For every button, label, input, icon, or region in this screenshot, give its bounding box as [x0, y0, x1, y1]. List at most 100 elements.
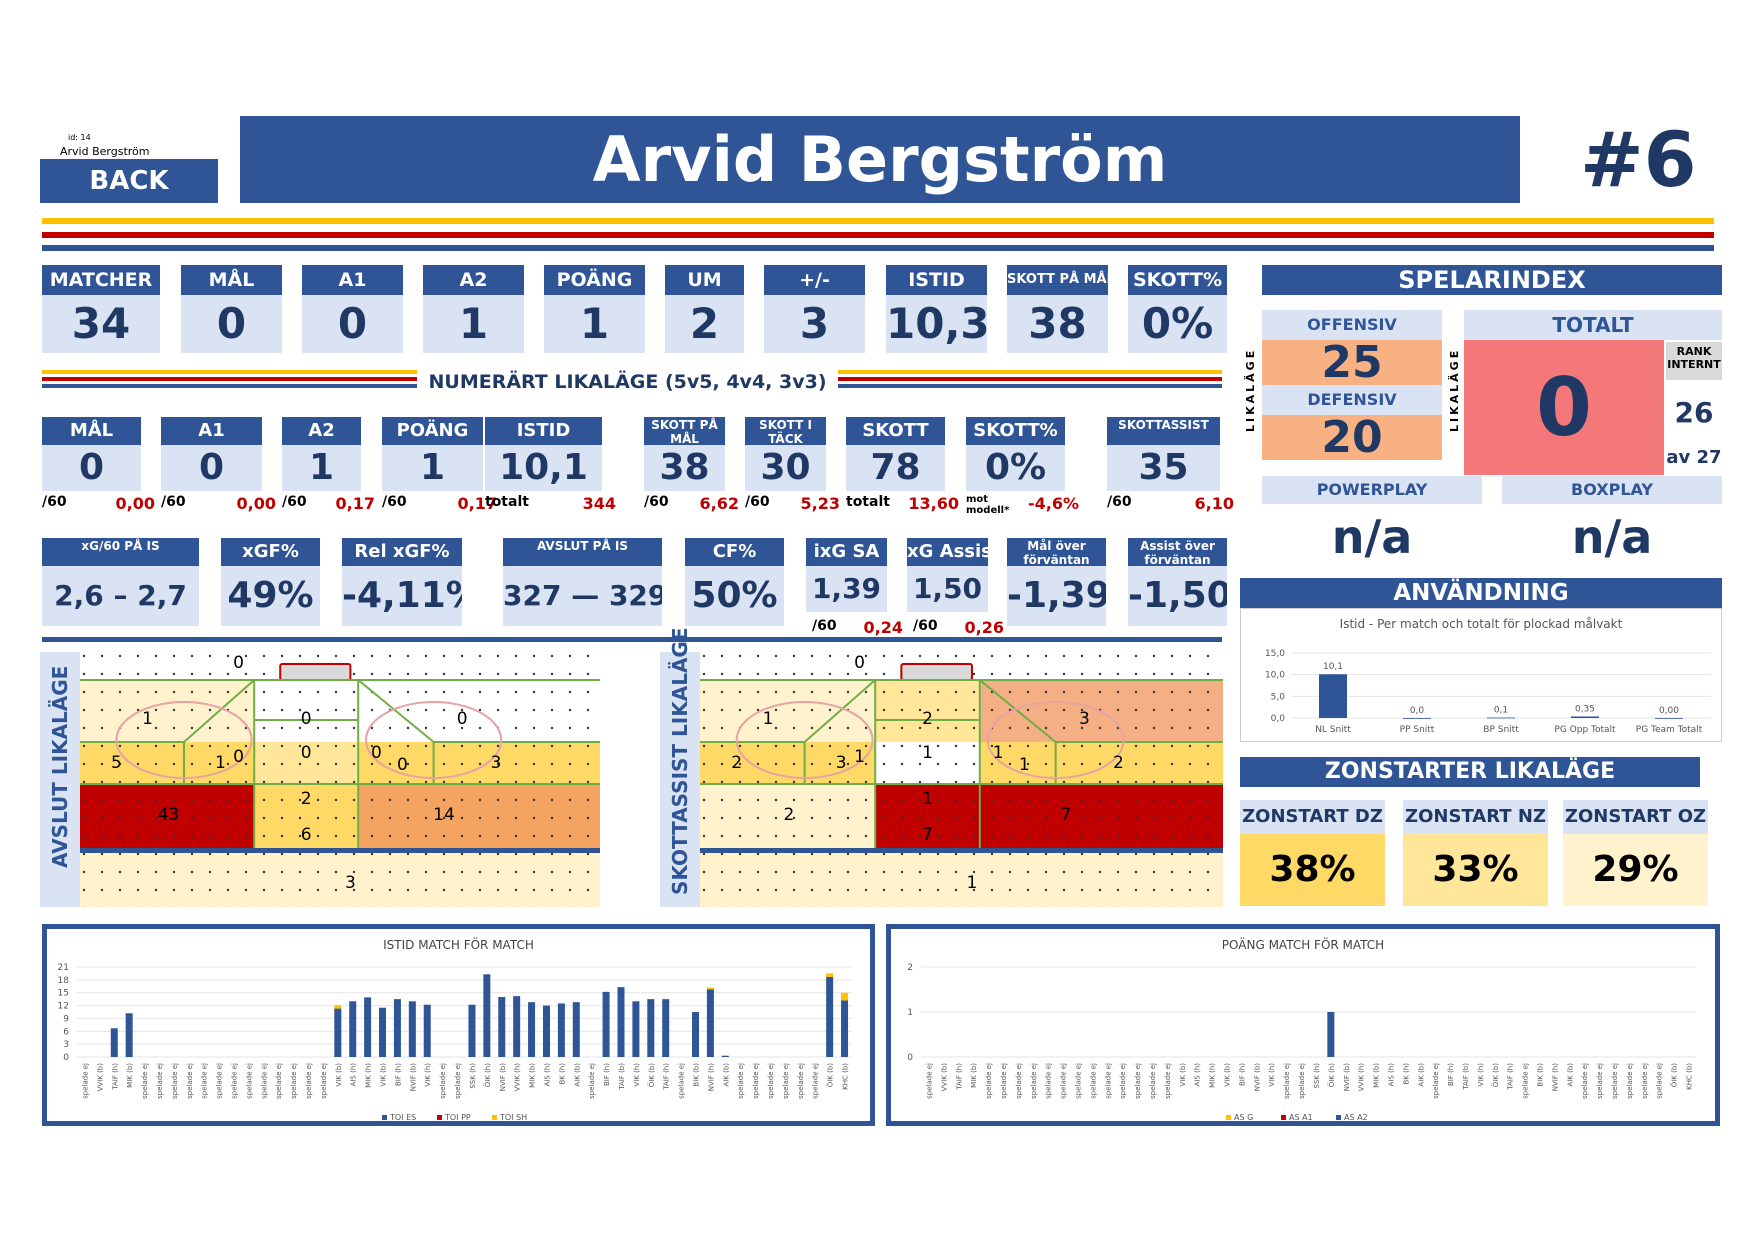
- x-tick: VIK (b): [380, 1063, 388, 1087]
- xg-stat-rel-xgfpct: Rel xGF%-4,11%: [342, 538, 462, 626]
- es-stat-skott: SKOTT 78 totalt 13,60: [846, 417, 959, 513]
- zone-line: [803, 679, 876, 743]
- bar-toi-es: [423, 1004, 431, 1057]
- zone-count: 2: [301, 789, 312, 809]
- legend-swatch: [1226, 1115, 1231, 1120]
- es-stat-value: 0: [161, 445, 262, 491]
- x-tick: spelade ej: [245, 1063, 253, 1099]
- stat-value: 3: [764, 295, 865, 353]
- anvandning-chart: Istid - Per match och totalt för plockad…: [1240, 608, 1722, 742]
- es-stat-label: SKOTT%: [966, 417, 1065, 445]
- xg-stat-xg-60-pa-is: xG/60 PÅ IS 2,6 – 2,7: [42, 538, 199, 626]
- x-tick: spelade ej: [782, 1063, 790, 1099]
- stat-skottpct: SKOTT% 0%: [1128, 265, 1227, 353]
- xg-stat-label: xGF%: [221, 538, 320, 566]
- zone-count: 0: [301, 743, 312, 763]
- es-stat-per: /60 0,17: [382, 494, 497, 513]
- zone-count: 1: [1019, 755, 1030, 775]
- legend-entry: TOI ES: [389, 1113, 416, 1122]
- stat-value: 0: [181, 295, 282, 353]
- xg-stat-label: xG/60 PÅ IS: [42, 538, 199, 566]
- x-tick: spelade ej: [81, 1063, 89, 1099]
- x-tick: MIK (h): [365, 1063, 373, 1088]
- xg-stat-label: CF%: [685, 538, 784, 566]
- bar-toi-es: [841, 1000, 849, 1057]
- xg-stat-avslut-pa-is: AVSLUT PÅ IS 327 — 329: [503, 538, 662, 626]
- per-label: /60: [382, 494, 407, 510]
- xg-stat-label: Rel xGF%: [342, 538, 462, 566]
- x-tick: VIK (h): [1268, 1063, 1276, 1087]
- goal-net: [279, 663, 352, 681]
- stat-value: 1: [544, 295, 645, 353]
- jersey-number: #6: [1580, 115, 1697, 204]
- x-tick: spelade ej: [275, 1063, 283, 1099]
- es-stat-value: 30: [745, 445, 826, 491]
- powerplay-label: POWERPLAY: [1262, 476, 1482, 504]
- bar-toi-es: [468, 1004, 476, 1057]
- legend-entry: AS A2: [1344, 1113, 1368, 1122]
- x-tick: TAIF (h): [955, 1063, 963, 1091]
- x-tick: spelade ej: [1581, 1063, 1589, 1099]
- y-tick: 3: [63, 1040, 69, 1050]
- boxplay-label: BOXPLAY: [1502, 476, 1722, 504]
- es-stat-label: SKOTT PÅ MÅL: [644, 417, 725, 445]
- xg-stat-xg-assist: xG Assist1,50/60 0,26: [907, 538, 1004, 637]
- x-tick: ÖIK (b): [647, 1063, 656, 1088]
- per-value: 0,24: [863, 618, 903, 637]
- xg-stat-value: 327 — 329: [503, 566, 662, 626]
- xg-stat-mal-over-forvantan: Mål över förväntan -1,39: [1007, 538, 1106, 626]
- bar-toi-es: [334, 1008, 342, 1057]
- per-label: /60: [812, 618, 837, 634]
- stat-matcher: MATCHER 34: [42, 265, 160, 353]
- stat-+-: +/- 3: [764, 265, 865, 353]
- es-stat-label: A1: [161, 417, 262, 445]
- x-tick: NL Snitt: [1315, 725, 1351, 735]
- x-tick: PG Team Totalt: [1636, 725, 1703, 735]
- x-tick: BK (h): [558, 1063, 566, 1085]
- y-tick: 15,0: [1265, 649, 1285, 659]
- x-tick: spelade ej: [290, 1063, 298, 1099]
- rink-right-title: SKOTTASSIST LIKALÄGE: [668, 627, 692, 896]
- y-tick: 5,0: [1271, 692, 1286, 702]
- zone-count: 2: [1113, 753, 1124, 773]
- per-label: totalt: [846, 494, 890, 510]
- back-button[interactable]: BACK: [40, 159, 218, 203]
- zone-count: 5: [111, 753, 122, 773]
- zone-count: 1: [922, 789, 933, 809]
- x-tick: PG Opp Totalt: [1554, 725, 1616, 735]
- totalt-label: TOTALT: [1464, 310, 1722, 340]
- es-stat-label: SKOTT I TÄCK: [745, 417, 826, 445]
- zone-count: 7: [922, 825, 933, 845]
- bar-toi-es: [632, 1001, 640, 1057]
- es-stat-poang: POÄNG 1/60 0,17: [382, 417, 497, 513]
- x-tick: NVIF (b): [409, 1063, 417, 1092]
- stat-mal: MÅL 0: [181, 265, 282, 353]
- bar-toi-es: [557, 1003, 565, 1057]
- bar-toi-es: [528, 1002, 536, 1057]
- per-label: /60: [913, 618, 938, 634]
- x-tick: spelade ej: [1030, 1063, 1038, 1099]
- stat-label: MÅL: [181, 265, 282, 295]
- per-label: /60: [644, 494, 669, 510]
- legend-swatch: [1281, 1115, 1286, 1120]
- x-tick: TAIF (h): [111, 1063, 119, 1091]
- zonstart-zonstart-nz: ZONSTART NZ 33%: [1403, 800, 1548, 906]
- x-tick: spelade ej: [1104, 1063, 1112, 1099]
- x-tick: PP Snitt: [1400, 725, 1435, 735]
- bar-toi-es: [617, 987, 625, 1057]
- bar: [1487, 717, 1515, 719]
- zone-line: [357, 679, 435, 743]
- x-tick: ÖIK (b): [826, 1063, 835, 1088]
- bar-toi-es: [125, 1013, 133, 1057]
- x-tick: VVIK (b): [940, 1063, 948, 1092]
- dot-pattern: [700, 652, 1223, 907]
- x-tick: AIK (b): [1417, 1063, 1425, 1087]
- anvandning-bars: 0,0 5,0 10,0 15,0 10,1 NL Snitt 0,0 PP Snitt 0,1…: [1265, 649, 1711, 735]
- bar-toi-sh: [826, 973, 834, 977]
- faceoff-circle-right: [986, 701, 1125, 779]
- x-tick: spelade ej: [1045, 1063, 1053, 1099]
- x-tick: spelade ej: [454, 1063, 462, 1099]
- id-value: 14: [80, 133, 91, 142]
- legend-swatch: [437, 1115, 442, 1120]
- es-stripes-left: [42, 370, 417, 390]
